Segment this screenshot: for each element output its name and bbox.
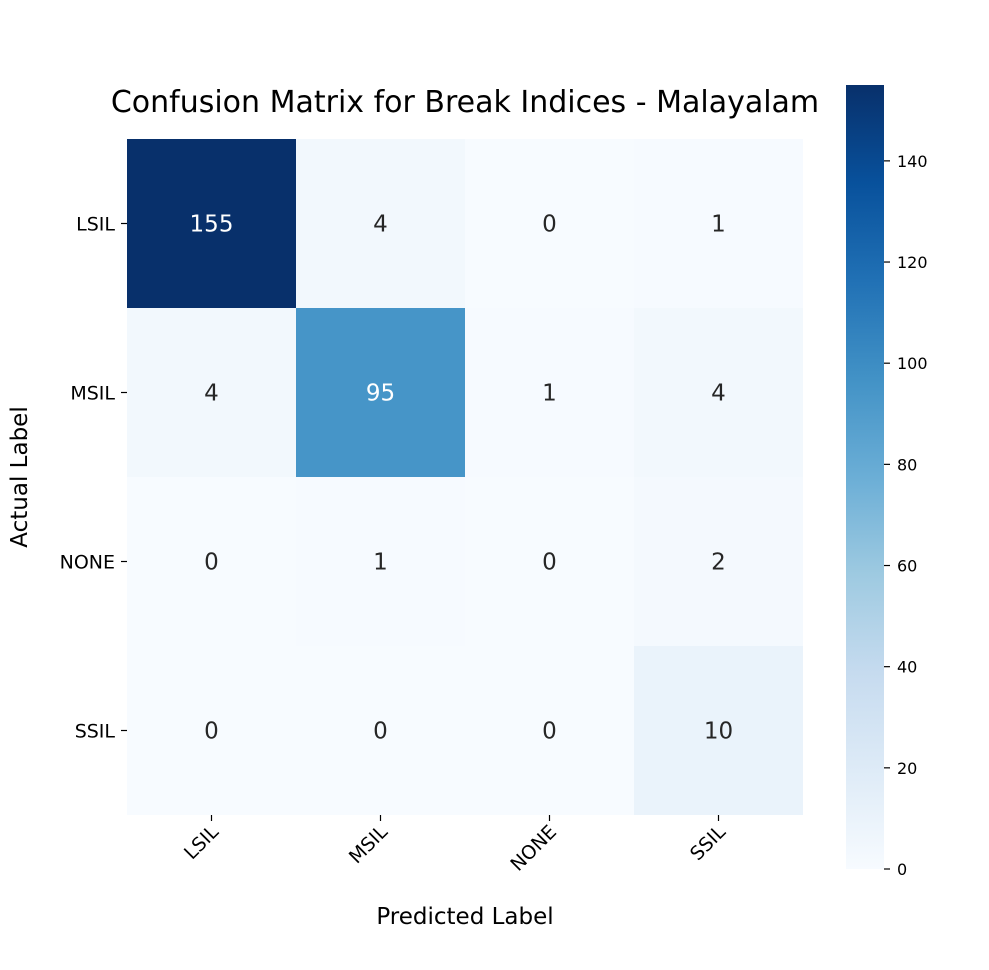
colorbar-tick-label: 100 (897, 354, 928, 373)
y-axis: LSIL MSIL NONE SSIL (60, 214, 127, 743)
heatmap-cell (127, 139, 296, 308)
heatmap-cell (296, 308, 465, 477)
cell-value: 0 (542, 719, 557, 745)
colorbar-ticks: 0 20 40 60 80 100 120 140 (884, 152, 928, 879)
heatmap-cell (634, 477, 803, 646)
colorbar-tick-label: 120 (897, 253, 928, 272)
cell-value: 1 (542, 381, 557, 407)
cell-value: 0 (542, 212, 557, 238)
cell-value: 4 (204, 381, 219, 407)
cell-value: 0 (204, 550, 219, 576)
y-axis-label: Actual Label (7, 406, 33, 547)
heatmap-cell (465, 308, 634, 477)
cell-value: 1 (373, 550, 388, 576)
heatmap-cell (634, 308, 803, 477)
x-tick-label: NONE (506, 821, 561, 876)
y-tick-label: LSIL (76, 214, 115, 236)
cell-value: 95 (366, 381, 395, 407)
cell-value: 10 (704, 719, 733, 745)
x-tick-label: MSIL (345, 821, 392, 868)
x-axis-label: Predicted Label (376, 904, 553, 930)
cell-value: 155 (190, 212, 234, 238)
y-tick-label: MSIL (70, 383, 115, 405)
cell-value: 4 (373, 212, 388, 238)
heatmap-cell (634, 139, 803, 308)
heatmap-cell (296, 477, 465, 646)
cell-value: 4 (711, 381, 726, 407)
heatmap-cell (127, 646, 296, 815)
colorbar-tick-label: 80 (897, 455, 917, 474)
x-tick-label: LSIL (180, 821, 223, 864)
x-axis: LSIL MSIL NONE SSIL (180, 815, 730, 876)
y-tick-label: NONE (60, 552, 115, 574)
y-tick-label: SSIL (75, 721, 116, 743)
colorbar-tick-label: 0 (897, 860, 907, 879)
cell-value: 2 (711, 550, 726, 576)
heatmap-cell (634, 646, 803, 815)
heatmap-cell (127, 477, 296, 646)
colorbar-tick-label: 140 (897, 152, 928, 171)
heatmap-cell (296, 139, 465, 308)
colorbar-tick-label: 20 (897, 759, 917, 778)
heatmap-cell (296, 646, 465, 815)
colorbar-tick-label: 60 (897, 557, 917, 576)
x-tick-label: SSIL (686, 821, 730, 865)
heatmap-cell (465, 646, 634, 815)
cell-annotations: 155 4 0 14 95 1 40 1 0 20 0 0 10 (190, 212, 734, 745)
cell-value: 0 (373, 719, 388, 745)
heatmap-cells (127, 139, 803, 815)
cell-value: 0 (542, 550, 557, 576)
colorbar-tick-label: 40 (897, 658, 917, 677)
heatmap-cell (465, 477, 634, 646)
colorbar (846, 85, 884, 869)
chart-title: Confusion Matrix for Break Indices - Mal… (111, 85, 819, 120)
cell-value: 1 (711, 212, 726, 238)
heatmap-cell (127, 308, 296, 477)
cell-value: 0 (204, 719, 219, 745)
heatmap-cell (465, 139, 634, 308)
